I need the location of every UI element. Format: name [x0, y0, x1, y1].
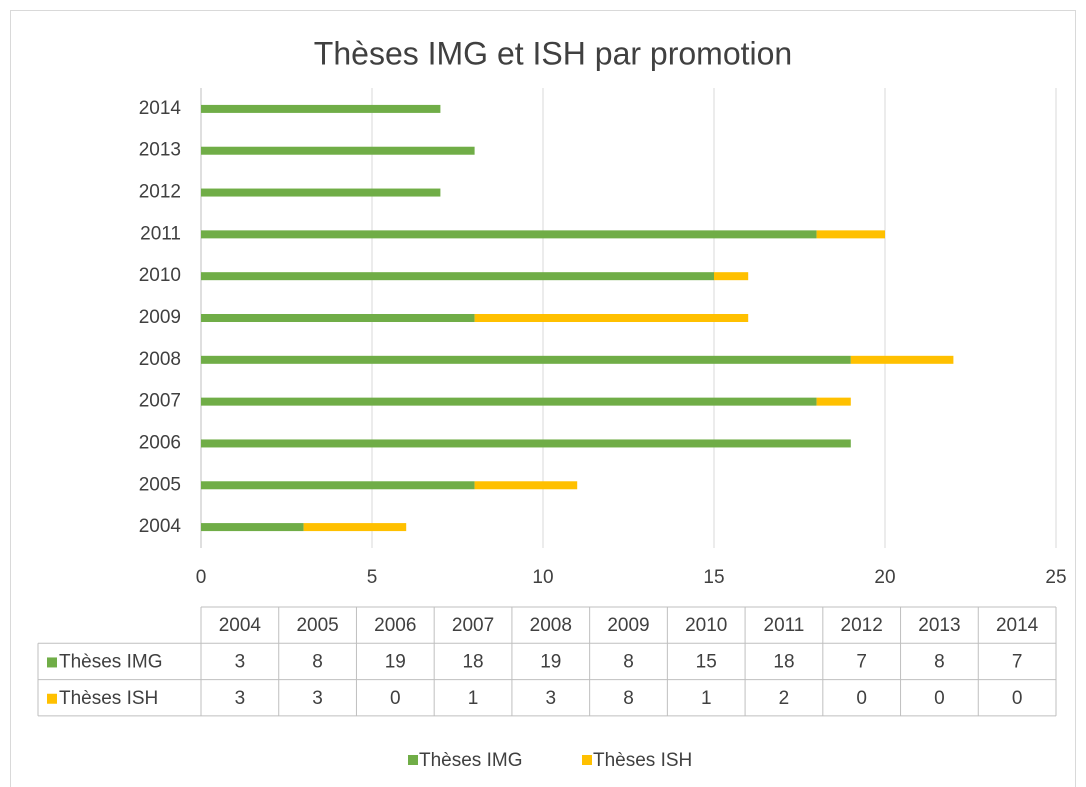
x-tick-label: 5: [367, 567, 378, 588]
y-tick-label: 2008: [139, 349, 181, 370]
x-tick-label: 0: [196, 567, 207, 588]
table-cell: 3: [545, 688, 556, 709]
table-cell: 18: [773, 651, 794, 672]
table-header: 2007: [452, 615, 494, 636]
table-cell: 1: [468, 688, 479, 709]
y-tick-label: 2013: [139, 140, 181, 161]
x-tick-label: 15: [703, 567, 724, 588]
table-cell: 0: [856, 688, 867, 709]
bar: [850, 355, 954, 364]
y-tick-label: 2011: [140, 223, 181, 244]
legend-key: [582, 755, 592, 765]
y-tick-label: 2007: [139, 391, 181, 412]
table-header: 2009: [607, 615, 649, 636]
table-cell: 0: [390, 688, 401, 709]
table-cell: 3: [312, 688, 323, 709]
bar: [474, 314, 749, 322]
table-cell: 1: [701, 688, 712, 709]
y-tick-label: 2012: [139, 182, 181, 203]
table-cell: 0: [934, 688, 945, 709]
table-cell: 19: [540, 651, 561, 672]
table-cell: 3: [235, 651, 246, 672]
y-tick-label: 2006: [139, 432, 181, 453]
table-legend-key: [47, 657, 57, 668]
legend-key: [408, 755, 418, 765]
table-row-label: Thèses ISH: [59, 688, 158, 709]
bar: [201, 355, 851, 364]
bar: [303, 523, 407, 532]
bar: [816, 230, 885, 239]
y-tick-label: 2005: [139, 474, 181, 495]
bar: [201, 439, 851, 448]
x-tick-label: 25: [1045, 567, 1066, 588]
bar: [714, 272, 749, 281]
table-header: 2006: [374, 615, 416, 636]
table-cell: 2: [779, 688, 790, 709]
bar: [201, 397, 817, 406]
bar: [201, 314, 475, 322]
table-cell: 3: [235, 688, 246, 709]
table-cell: 18: [462, 651, 483, 672]
y-tick-label: 2009: [139, 307, 181, 328]
table-header: 2014: [996, 615, 1039, 636]
legend-label: Thèses IMG: [419, 750, 522, 771]
table-row-label: Thèses IMG: [59, 651, 162, 672]
chart-title: Thèses IMG et ISH par promotion: [314, 35, 792, 71]
bar: [201, 146, 475, 155]
table-header: 2010: [685, 615, 727, 636]
bar: [201, 230, 817, 239]
y-tick-label: 2004: [139, 516, 182, 537]
x-tick-label: 20: [874, 567, 895, 588]
table-cell: 8: [934, 651, 945, 672]
table-cell: 19: [385, 651, 406, 672]
bar: [816, 397, 851, 406]
table-header: 2012: [841, 615, 883, 636]
table-cell: 8: [623, 688, 634, 709]
table-header: 2004: [219, 615, 262, 636]
table-header: 2011: [764, 615, 805, 636]
bar: [201, 481, 475, 490]
bar: [201, 523, 304, 532]
bar: [201, 188, 441, 197]
table-header: 2005: [296, 615, 338, 636]
table-cell: 8: [623, 651, 634, 672]
table-cell: 15: [696, 651, 717, 672]
table-header: 2008: [530, 615, 572, 636]
table-cell: 0: [1012, 688, 1023, 709]
table-cell: 7: [856, 651, 867, 672]
bar: [201, 104, 441, 113]
bar: [201, 272, 714, 281]
table-cell: 8: [312, 651, 323, 672]
bar: [474, 481, 578, 490]
legend-label: Thèses ISH: [593, 750, 692, 771]
y-tick-label: 2010: [139, 265, 181, 286]
y-tick-label: 2014: [139, 98, 182, 119]
x-tick-label: 10: [532, 567, 553, 588]
table-header: 2013: [918, 615, 960, 636]
table-cell: 7: [1012, 651, 1023, 672]
table-legend-key: [47, 693, 57, 704]
